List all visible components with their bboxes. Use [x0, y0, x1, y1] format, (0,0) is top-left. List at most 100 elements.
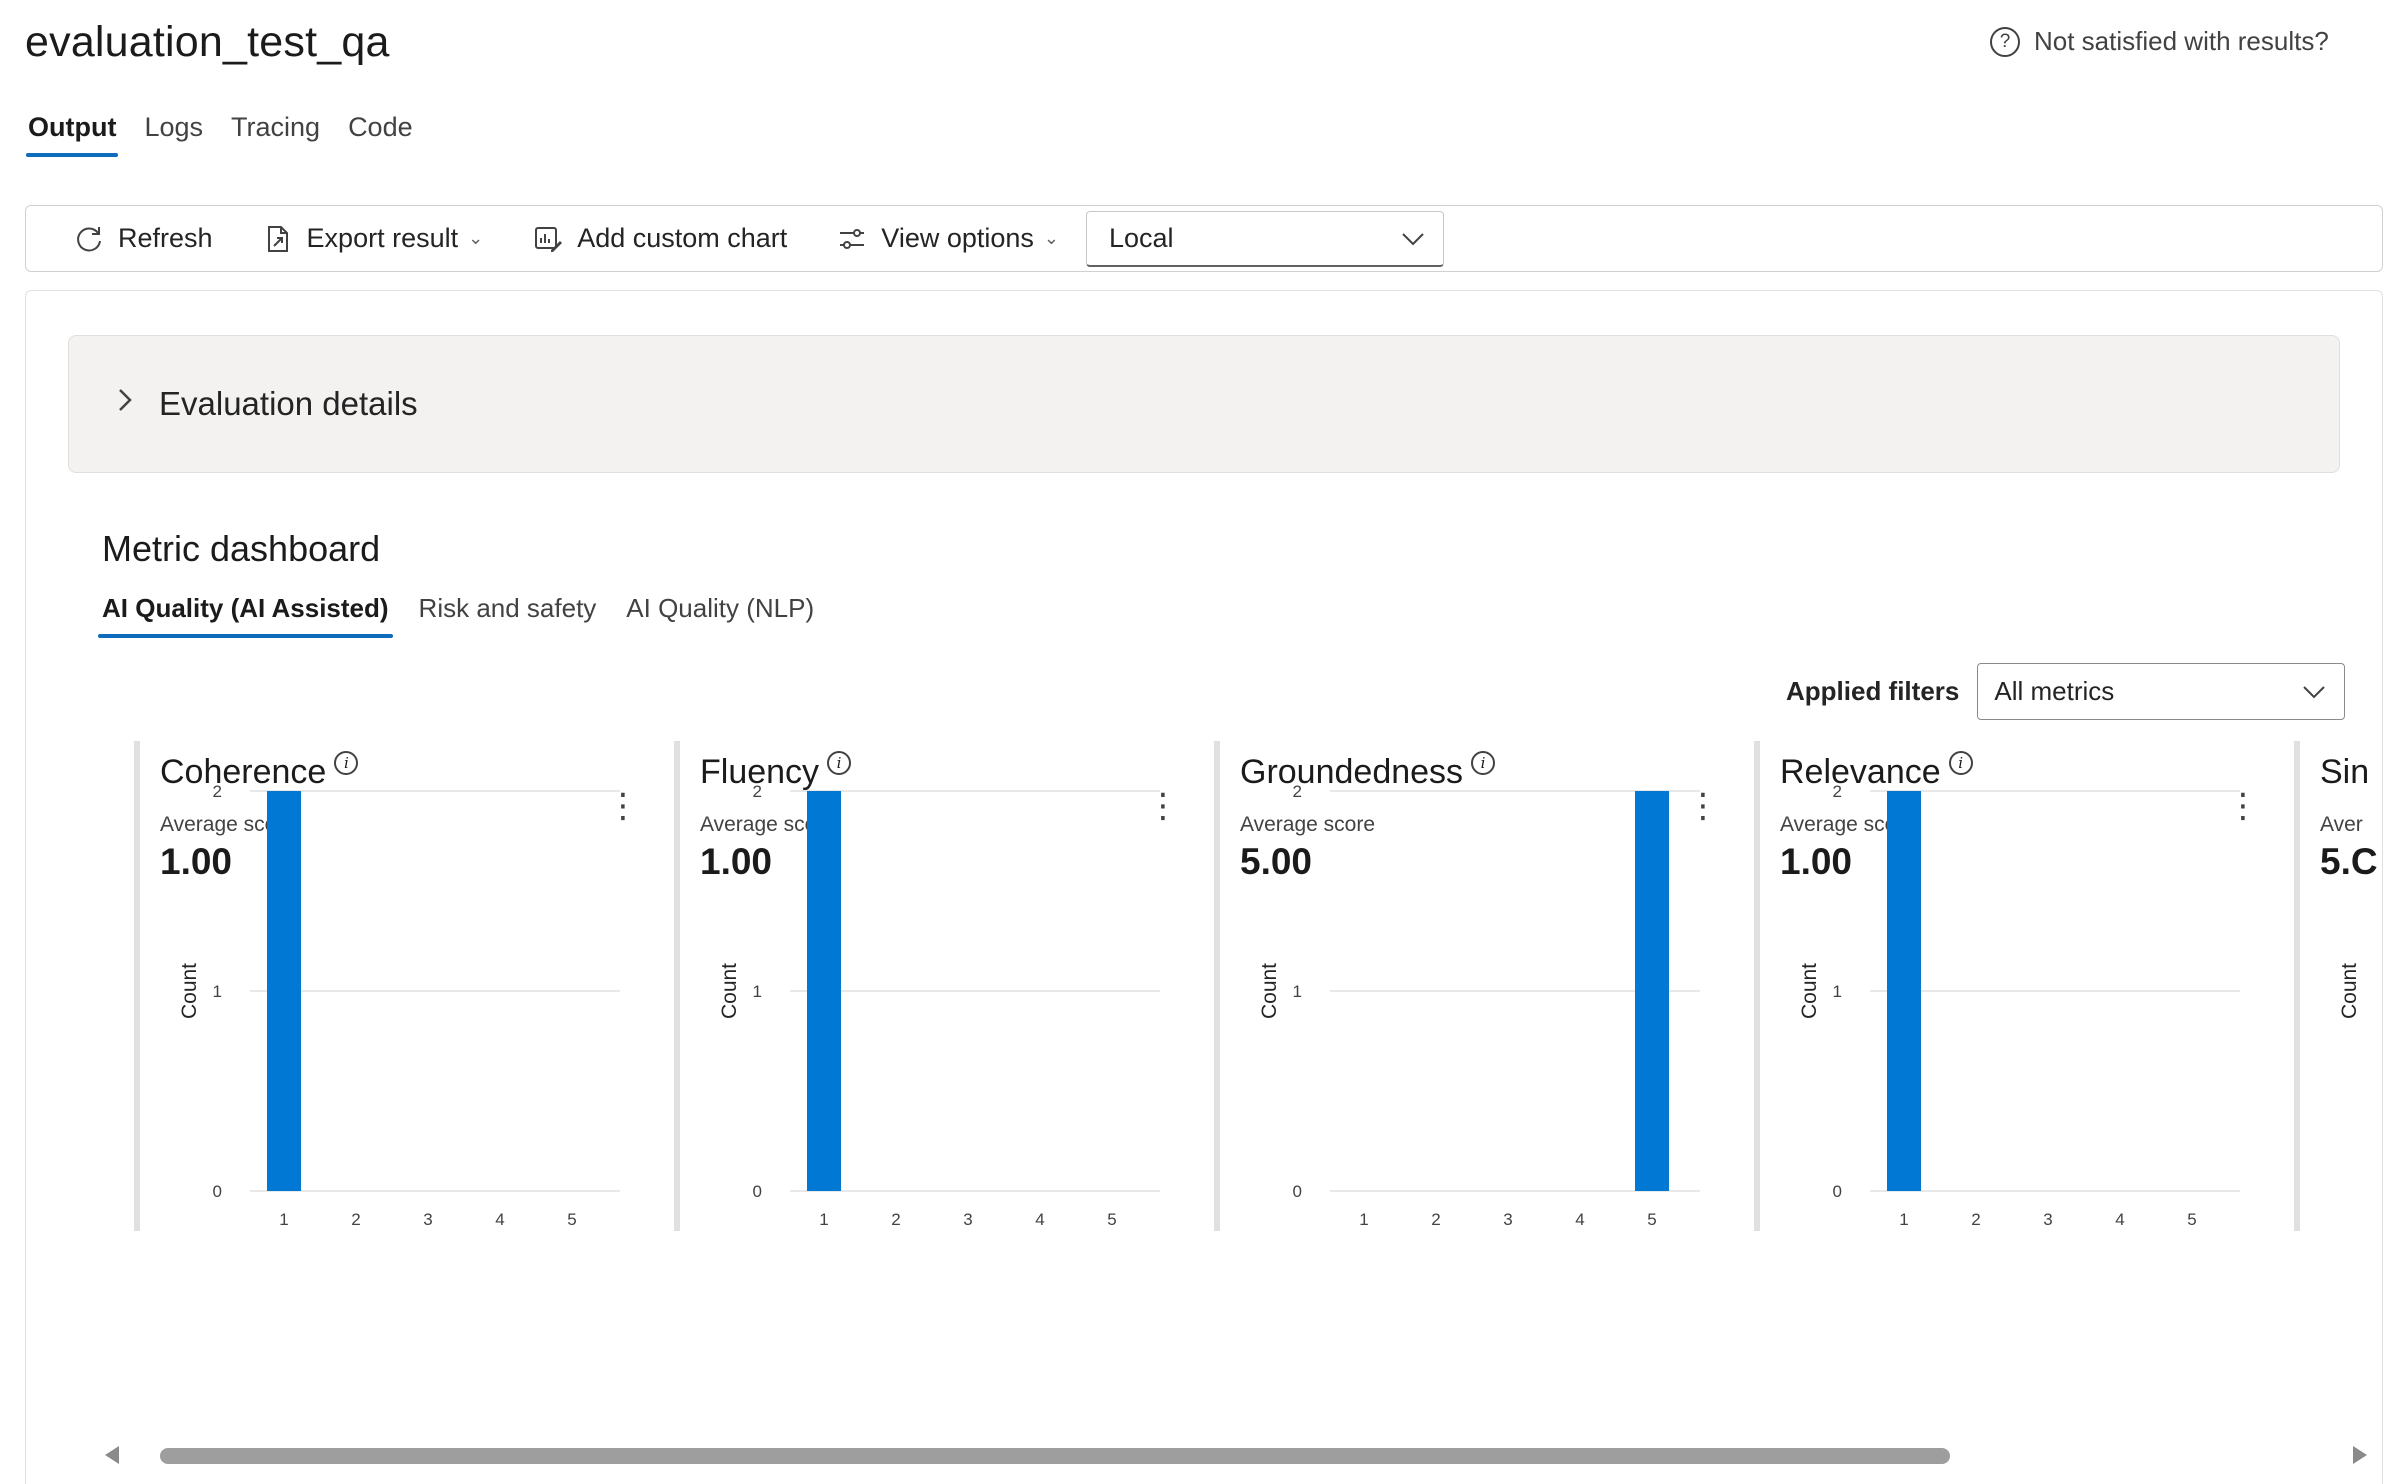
x-tick-label: 1 — [819, 1210, 828, 1229]
output-panel: Evaluation details Metric dashboard AI Q… — [25, 290, 2383, 1484]
chevron-right-icon — [117, 387, 133, 421]
scrollbar-thumb[interactable] — [160, 1448, 1950, 1464]
average-score-value: 1.00 — [700, 841, 773, 882]
scroll-left-arrow-icon[interactable] — [105, 1446, 119, 1464]
view-options-button[interactable]: View options ⌄ — [837, 223, 1059, 254]
x-tick-label: 4 — [495, 1210, 504, 1229]
add-chart-label: Add custom chart — [577, 223, 788, 253]
metric-card-similarity-partial: Sin Aver 5.C Count — [2294, 741, 2382, 1231]
x-tick-label: 2 — [891, 1210, 900, 1229]
metric-name: Fluency — [700, 753, 820, 791]
x-tick-label: 3 — [1503, 1210, 1512, 1229]
y-tick-label: 0 — [753, 1182, 762, 1201]
info-icon[interactable]: i — [334, 751, 359, 775]
evaluation-details-label: Evaluation details — [159, 385, 418, 422]
x-tick-label: 3 — [2043, 1210, 2052, 1229]
average-score-value: 5.00 — [1240, 841, 1313, 882]
average-score-value: 1.00 — [160, 841, 233, 882]
location-select[interactable]: Local — [1086, 211, 1444, 267]
y-axis-label: Count — [178, 963, 201, 1019]
y-tick-label: 0 — [1293, 1182, 1302, 1201]
x-tick-label: 4 — [2115, 1210, 2124, 1229]
x-tick-label: 3 — [423, 1210, 432, 1229]
x-tick-label: 1 — [279, 1210, 288, 1229]
page-title: evaluation_test_qa — [25, 18, 390, 66]
metrics-filter-select[interactable]: All metrics — [1977, 663, 2346, 720]
metric-name: Sin — [2320, 753, 2370, 791]
info-icon[interactable]: i — [827, 751, 852, 775]
average-score-value: 5.C — [2320, 841, 2378, 882]
metric-card-relevance: Relevance i ⋮ Average score 1.00 0 1 2 Count… — [1754, 741, 2294, 1231]
x-tick-label: 5 — [1107, 1210, 1116, 1229]
tab-output[interactable]: Output — [25, 112, 119, 157]
histogram-bar[interactable] — [267, 791, 301, 1191]
feedback-link[interactable]: ? Not satisfied with results? — [1990, 26, 2329, 57]
metric-tabs: AI Quality (AI Assisted) Risk and safety… — [98, 593, 815, 638]
histogram-bar[interactable] — [807, 791, 841, 1191]
y-tick-label: 1 — [213, 982, 222, 1001]
average-score-label: Average score — [700, 813, 836, 836]
tab-risk-and-safety[interactable]: Risk and safety — [418, 593, 597, 623]
metric-card-groundedness: Groundedness i ⋮ Average score 5.00 0 1 2 Co… — [1214, 741, 1754, 1231]
average-score-label: Average score — [1780, 813, 1916, 836]
y-tick-label: 2 — [213, 782, 222, 801]
export-label: Export result — [306, 223, 459, 253]
export-result-button[interactable]: Export result ⌄ — [263, 223, 484, 254]
info-icon[interactable]: i — [1948, 751, 1973, 775]
x-tick-label: 5 — [2187, 1210, 2196, 1229]
tab-ai-quality-assisted[interactable]: AI Quality (AI Assisted) — [98, 593, 393, 638]
refresh-icon — [77, 226, 101, 251]
evaluation-details-accordion[interactable]: Evaluation details — [68, 335, 2340, 473]
y-tick-label: 2 — [753, 782, 762, 801]
y-tick-label: 2 — [1833, 782, 1842, 801]
chart-edit-icon — [535, 226, 563, 252]
x-tick-label: 5 — [1647, 1210, 1656, 1229]
tab-logs[interactable]: Logs — [144, 112, 204, 142]
x-tick-label: 2 — [1431, 1210, 1440, 1229]
metric-card-fluency: Fluency i ⋮ Average score 1.00 0 1 2 Count 1 2… — [674, 741, 1214, 1231]
horizontal-scrollbar[interactable] — [105, 1442, 2367, 1472]
chevron-down-icon: ⌄ — [468, 228, 484, 248]
histogram-bar[interactable] — [1887, 791, 1921, 1191]
metric-name: Relevance — [1780, 753, 1941, 791]
more-options-icon[interactable]: ⋮ — [1146, 787, 1180, 825]
average-score-label: Average score — [160, 813, 296, 836]
y-tick-label: 2 — [1293, 782, 1302, 801]
tab-tracing[interactable]: Tracing — [231, 112, 321, 142]
feedback-label: Not satisfied with results? — [2034, 26, 2329, 56]
tab-ai-quality-nlp[interactable]: AI Quality (NLP) — [626, 593, 815, 623]
y-tick-label: 0 — [213, 1182, 222, 1201]
applied-filters: Applied filters All metrics — [1786, 663, 2346, 720]
refresh-button[interactable]: Refresh — [74, 223, 213, 254]
more-options-icon[interactable]: ⋮ — [606, 787, 640, 825]
add-custom-chart-button[interactable]: Add custom chart — [533, 223, 787, 254]
applied-filters-label: Applied filters — [1786, 676, 1960, 706]
view-options-label: View options — [881, 223, 1034, 253]
y-tick-label: 1 — [753, 982, 762, 1001]
x-tick-label: 3 — [963, 1210, 972, 1229]
x-tick-label: 5 — [567, 1210, 576, 1229]
histogram-bar[interactable] — [1635, 791, 1669, 1191]
x-tick-label: 4 — [1575, 1210, 1584, 1229]
metric-card-coherence: Coherence i ⋮ Average score 1.00 0 1 2 Count… — [134, 741, 674, 1231]
x-tick-label: 2 — [351, 1210, 360, 1229]
tab-code[interactable]: Code — [348, 112, 413, 142]
similarity-histogram: Count — [2338, 963, 2361, 1019]
location-select-value: Local — [1109, 223, 1174, 253]
x-tick-label: 4 — [1035, 1210, 1044, 1229]
scroll-right-arrow-icon[interactable] — [2353, 1446, 2367, 1464]
top-tabs: Output Logs Tracing Code — [25, 112, 413, 157]
options-icon — [840, 228, 865, 249]
y-tick-label: 1 — [1293, 982, 1302, 1001]
chevron-down-icon — [2303, 685, 2326, 698]
info-icon[interactable]: i — [1471, 751, 1496, 775]
more-options-icon[interactable]: ⋮ — [2226, 787, 2260, 825]
x-tick-label: 1 — [1899, 1210, 1908, 1229]
metric-cards-scroller: Coherence i ⋮ Average score 1.00 0 1 2 Count… — [26, 741, 2382, 1231]
y-axis-label: Count — [2338, 963, 2361, 1019]
more-options-icon[interactable]: ⋮ — [1686, 787, 1720, 825]
metrics-filter-value: All metrics — [1994, 676, 2115, 706]
